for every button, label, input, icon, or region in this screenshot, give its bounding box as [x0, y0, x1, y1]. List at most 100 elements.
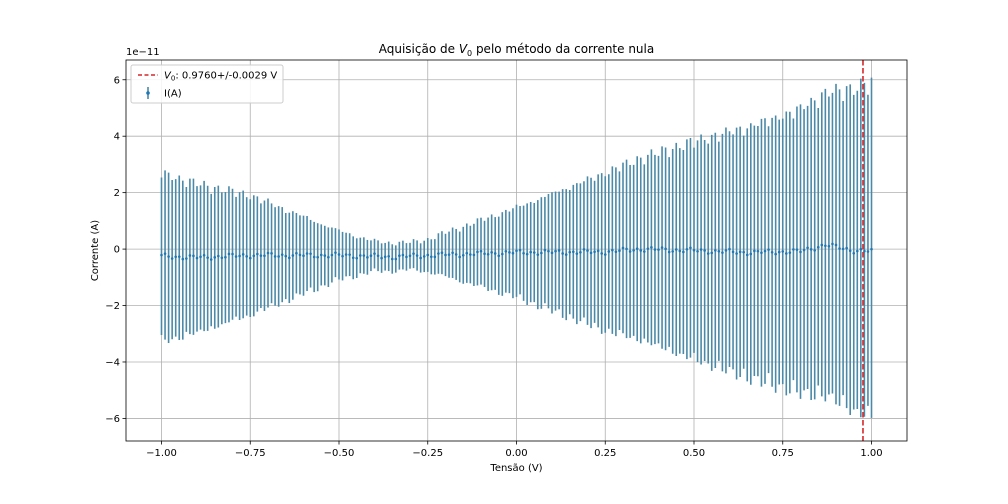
- data-point: [256, 252, 259, 256]
- legend: V0: 0.9760+/-0.0029 V I(A): [130, 64, 284, 104]
- data-point: [678, 249, 682, 253]
- data-point: [870, 247, 873, 251]
- data-point: [799, 250, 802, 254]
- data-point: [543, 248, 547, 252]
- data-point: [508, 251, 511, 254]
- data-point: [593, 250, 596, 254]
- data-point: [710, 251, 714, 255]
- data-point: [277, 255, 280, 258]
- data-point: [731, 250, 735, 254]
- data-point: [572, 250, 575, 254]
- data-point: [362, 254, 366, 257]
- data-point: [366, 256, 369, 259]
- data-point: [525, 252, 529, 256]
- data-point: [536, 253, 540, 256]
- data-point: [408, 254, 412, 258]
- legend-vline-label: V0: 0.9760+/-0.0029 V: [164, 71, 277, 83]
- data-point: [792, 248, 795, 251]
- data-point: [724, 249, 728, 252]
- data-point: [167, 255, 170, 258]
- data-point: [291, 254, 295, 257]
- x-tick-label: −0.75: [235, 448, 266, 459]
- data-point: [714, 249, 717, 252]
- data-point: [653, 248, 657, 251]
- y-axis-offset-label: 1e−11: [126, 47, 160, 58]
- x-tick-label: −0.25: [412, 448, 443, 459]
- data-point: [504, 249, 508, 253]
- data-point: [856, 249, 859, 253]
- x-tick-label: 0.75: [772, 448, 794, 459]
- data-point: [422, 255, 426, 258]
- data-point: [795, 248, 799, 251]
- data-point: [160, 253, 163, 257]
- data-point: [564, 253, 568, 256]
- data-point: [657, 248, 660, 251]
- data-point: [703, 249, 706, 252]
- data-point: [785, 252, 788, 255]
- data-point: [316, 255, 320, 259]
- data-point: [337, 253, 341, 256]
- data-point: [185, 257, 188, 260]
- data-point: [582, 248, 586, 251]
- chart-title: Aquisição de V0 pelo método da corrente …: [379, 42, 654, 58]
- data-point: [667, 250, 671, 254]
- data-point: [348, 253, 351, 256]
- data-point: [433, 255, 437, 259]
- data-point: [866, 250, 870, 253]
- data-point: [493, 252, 497, 255]
- data-point: [302, 254, 305, 257]
- data-point: [295, 251, 298, 255]
- data-point: [806, 246, 809, 250]
- data-point: [465, 251, 469, 255]
- data-point: [394, 257, 398, 261]
- data-point: [671, 250, 674, 253]
- data-point: [632, 249, 635, 252]
- data-point: [454, 253, 458, 256]
- y-tick-label: 6: [114, 75, 120, 86]
- data-point: [309, 252, 312, 256]
- data-point: [440, 251, 444, 254]
- data-point: [486, 252, 490, 256]
- data-point: [689, 246, 692, 250]
- x-tick-label: −0.50: [324, 448, 355, 459]
- data-point: [444, 253, 447, 257]
- y-tick-label: 4: [114, 132, 120, 143]
- data-point: [351, 256, 355, 260]
- data-point: [227, 252, 231, 256]
- data-point: [717, 249, 721, 253]
- data-point: [344, 253, 348, 256]
- data-point: [660, 246, 664, 249]
- data-point: [373, 252, 376, 255]
- data-point: [181, 257, 185, 261]
- data-point: [213, 256, 217, 259]
- data-point: [568, 250, 572, 254]
- data-point: [398, 254, 401, 257]
- legend-errorbar-marker: [146, 91, 150, 95]
- data-point: [848, 249, 852, 253]
- data-point: [231, 252, 234, 256]
- y-tick-label: −6: [105, 414, 120, 425]
- data-point: [706, 252, 710, 255]
- data-point: [305, 252, 309, 255]
- y-tick-label: 0: [114, 245, 120, 256]
- data-point: [518, 248, 522, 252]
- data-point: [838, 247, 841, 250]
- data-point: [618, 249, 621, 253]
- data-point: [245, 255, 248, 258]
- data-point: [589, 251, 593, 255]
- data-point: [415, 254, 419, 257]
- data-point: [738, 250, 742, 254]
- data-point: [827, 244, 831, 248]
- data-point: [611, 248, 614, 252]
- data-point: [774, 252, 777, 256]
- data-point: [312, 255, 316, 259]
- data-point: [628, 250, 632, 253]
- data-point: [298, 253, 302, 257]
- data-point: [206, 256, 209, 259]
- legend-errorbar-swatch: [146, 87, 150, 99]
- data-point: [188, 254, 192, 257]
- data-point: [763, 249, 767, 253]
- data-point: [501, 252, 504, 256]
- data-point: [447, 253, 451, 256]
